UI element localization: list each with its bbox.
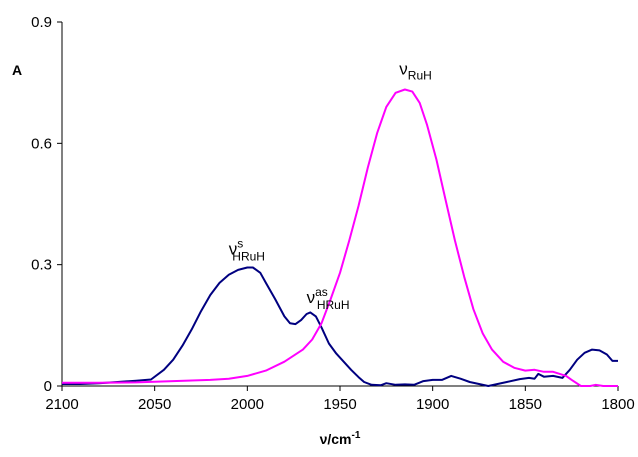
y-tick-label: 0.3 bbox=[31, 257, 52, 274]
peak-annotation-sub: RuH bbox=[408, 69, 432, 83]
x-axis-title: ν/cm-1 bbox=[320, 430, 361, 447]
series-group bbox=[62, 88, 618, 387]
x-axis-title-sup: -1 bbox=[352, 430, 361, 441]
x-tick-label: 1900 bbox=[416, 396, 449, 413]
peak-annotation: νRuH bbox=[399, 60, 432, 83]
y-tick-label: 0.6 bbox=[31, 135, 52, 152]
x-tick-label: 1800 bbox=[601, 396, 634, 413]
peak-annotation: νs HRuH bbox=[229, 237, 265, 264]
peak-annotation-symbol: ν bbox=[307, 288, 316, 307]
y-tick-label: 0.9 bbox=[31, 14, 52, 31]
peak-annotation-sub: HRuH bbox=[232, 250, 265, 264]
x-tick-label: 1950 bbox=[323, 396, 356, 413]
x-axis-title-base: ν/cm bbox=[320, 431, 352, 447]
x-tick-label: 2100 bbox=[45, 396, 78, 413]
y-tick-label: 0 bbox=[44, 378, 52, 395]
x-tick-label: 1850 bbox=[509, 396, 542, 413]
peak-annotation: νas HRuH bbox=[307, 285, 350, 312]
y-axis-title: A bbox=[12, 62, 22, 78]
peak-annotation-symbol: ν bbox=[229, 240, 238, 259]
series-line-2 bbox=[62, 88, 618, 387]
series-line-1 bbox=[62, 266, 618, 387]
y-ticks: 0 0.3 0.6 0.9 bbox=[31, 14, 62, 395]
peak-annotation-sup: s bbox=[237, 237, 243, 251]
peak-annotation-sub: HRuH bbox=[317, 298, 350, 312]
x-tick-label: 2000 bbox=[231, 396, 264, 413]
x-tick-label: 2050 bbox=[138, 396, 171, 413]
peak-annotation-symbol: ν bbox=[399, 60, 408, 79]
plot-area: 2100 2050 2000 1950 1900 1850 1800 00.30.60.9 … bbox=[31, 14, 635, 413]
peak-annotation-sup: as bbox=[315, 285, 328, 299]
x-ticks: 2100 2050 2000 1950 1900 1850 1800 bbox=[45, 386, 635, 413]
